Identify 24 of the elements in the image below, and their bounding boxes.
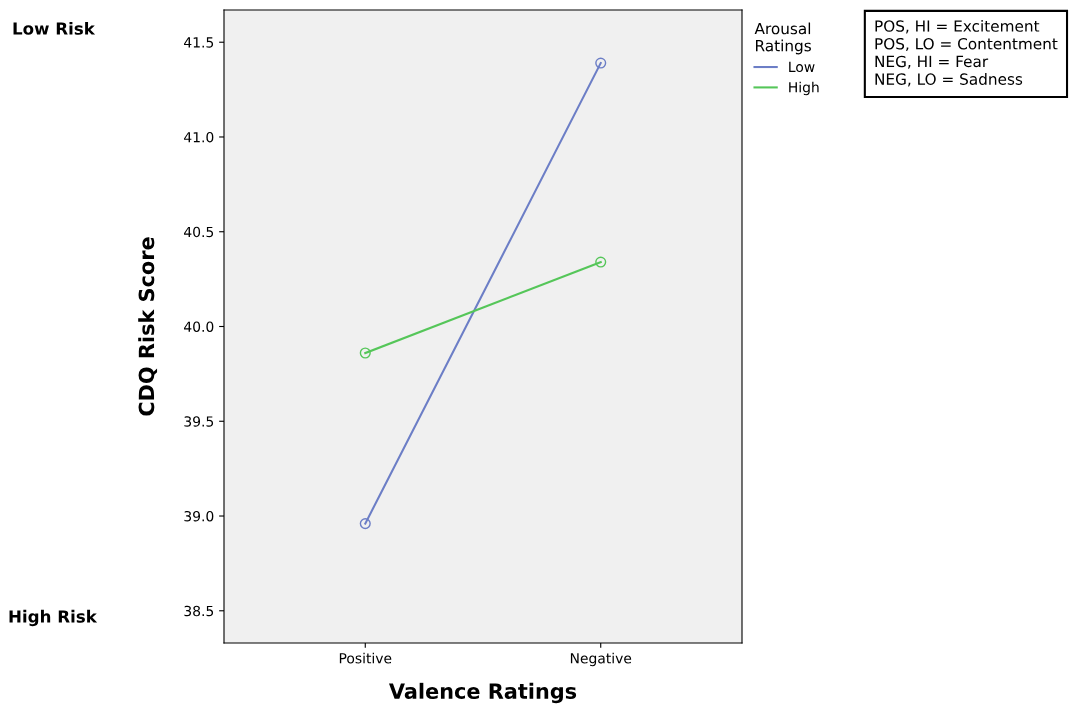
y-axis-title: CDQ Risk Score (138, 237, 158, 416)
text: NEG, LO = Sadness (875, 73, 1023, 87)
text: Low Risk (13, 21, 96, 35)
legend-title: Arousal Ratings (754, 22, 811, 55)
y-tick-label: 39.0 (184, 510, 214, 522)
x-tick-label: Positive (339, 652, 392, 664)
point (595, 57, 607, 69)
x-axis-title: Valence Ratings (388, 682, 577, 704)
legend-label: High (789, 81, 819, 96)
text: POS, HI = Excitement (875, 20, 1040, 34)
text: NEG, HI = Fear (875, 55, 989, 69)
y-tick-label: 38.5 (184, 605, 214, 617)
y-tick-label: 39.5 (184, 416, 214, 427)
text: High Risk (9, 609, 98, 627)
text: POS, LO = Contentment (875, 37, 1058, 52)
point (359, 347, 371, 359)
y-tick-label: 41.5 (184, 37, 214, 48)
y-tick-label: 40.0 (184, 321, 214, 332)
y-tick-label: 41.0 (184, 131, 214, 143)
y-tick-label: 40.5 (184, 226, 214, 238)
x-tick-label: Negative (570, 652, 632, 667)
point (595, 256, 607, 268)
point (359, 518, 371, 530)
legend-label: Low (789, 61, 815, 73)
